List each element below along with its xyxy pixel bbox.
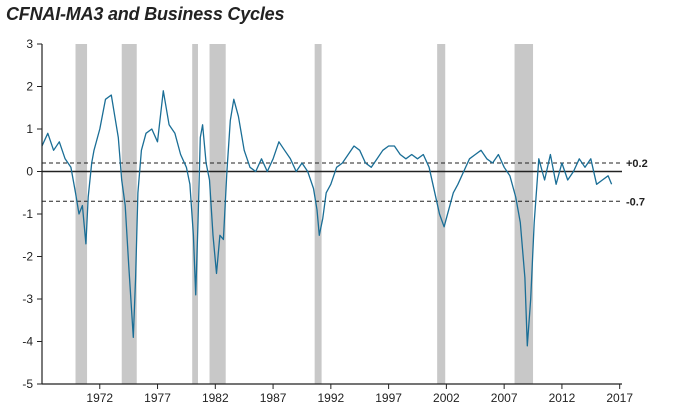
- y-tick-label-8: -4: [22, 335, 33, 349]
- recession-band-5: [314, 44, 322, 384]
- x-tick-label-7: 2002: [433, 391, 460, 405]
- series-line-1: [41, 90, 613, 347]
- y-tick-label-7: -3: [22, 292, 33, 306]
- reference-line-label-2: -0.7: [626, 196, 645, 208]
- x-tick-label-3: 1982: [202, 391, 229, 405]
- y-tick-label-1: 3: [26, 37, 33, 51]
- recession-bands: [75, 44, 534, 384]
- x-tick-label-6: 1997: [375, 391, 402, 405]
- recession-band-3: [192, 44, 198, 384]
- x-tick-label-9: 2012: [549, 391, 576, 405]
- y-tick-label-2: 2: [26, 80, 33, 94]
- x-tick-label-10: 2017: [606, 391, 633, 405]
- reference-line-label-1: +0.2: [626, 158, 648, 170]
- x-tick-label-4: 1987: [260, 391, 287, 405]
- reference-lines: +0.2 -0.7: [42, 158, 648, 208]
- x-tick-label-2: 1977: [144, 391, 171, 405]
- x-tick-label-1: 1972: [86, 391, 113, 405]
- recession-band-6: [437, 44, 446, 384]
- x-tick-label-8: 2007: [491, 391, 518, 405]
- data-series: [41, 90, 613, 347]
- recession-band-4: [209, 44, 226, 384]
- recession-band-1: [75, 44, 88, 384]
- y-tick-label-9: -5: [22, 377, 33, 391]
- axes: 3 2 1 0 -1 -2 -3 -4 -5 1972 1977 1982 1987 1992 1997 20…: [22, 37, 633, 405]
- chart-title: CFNAI-MA3 and Business Cycles: [6, 4, 285, 24]
- y-tick-label-6: -2: [22, 250, 33, 264]
- recession-band-2: [121, 44, 137, 384]
- recession-band-7: [514, 44, 534, 384]
- x-tick-label-5: 1992: [317, 391, 344, 405]
- y-tick-label-3: 1: [26, 122, 33, 136]
- y-tick-label-5: -1: [22, 207, 33, 221]
- y-tick-label-4: 0: [26, 165, 33, 179]
